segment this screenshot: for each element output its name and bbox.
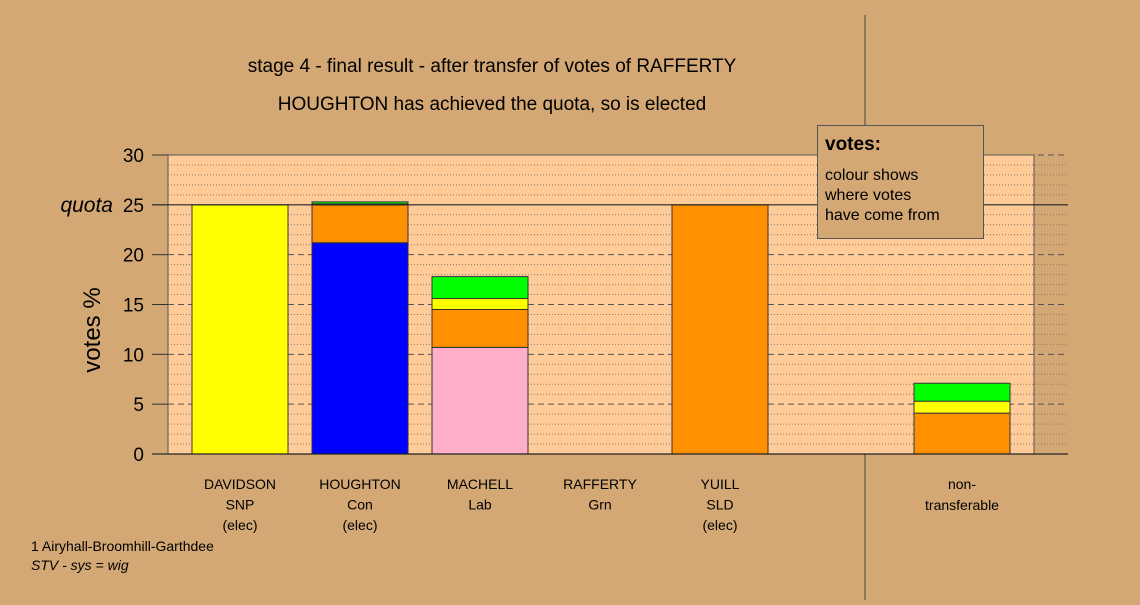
bar-segment bbox=[311, 204, 409, 244]
y-tick-label: 25 bbox=[123, 196, 144, 217]
x-tick-label: YUILL bbox=[701, 476, 740, 492]
chart-subtitle: HOUGHTON has achieved the quota, so is e… bbox=[278, 94, 706, 115]
x-tick-label: Lab bbox=[468, 497, 492, 513]
bar-segment bbox=[913, 412, 1011, 455]
y-tick-label: 5 bbox=[133, 395, 144, 416]
bar-segment bbox=[311, 242, 409, 455]
bars bbox=[152, 201, 1068, 455]
x-tick-label: DAVIDSON bbox=[204, 476, 276, 492]
footer-system: STV - sys = wig bbox=[31, 557, 129, 573]
bar-segment bbox=[311, 201, 409, 205]
bar-segment bbox=[431, 276, 529, 300]
legend-line: where votes bbox=[825, 187, 912, 204]
y-tick-label: 0 bbox=[133, 445, 144, 466]
bar-segment bbox=[913, 382, 1011, 402]
x-tick-label: transferable bbox=[925, 497, 999, 513]
bar-segment bbox=[671, 204, 769, 455]
quota-label: quota bbox=[60, 194, 113, 217]
y-tick-label: 10 bbox=[123, 345, 144, 366]
legend-line: colour shows bbox=[825, 167, 919, 184]
bar-segment bbox=[431, 346, 529, 455]
x-tick-label: HOUGHTON bbox=[319, 476, 400, 492]
legend-box: votes: colour shows where votes have com… bbox=[817, 125, 984, 239]
bar-segment bbox=[431, 308, 529, 348]
x-tick-label: Con bbox=[347, 497, 373, 513]
bar-segment bbox=[913, 400, 1011, 414]
y-axis-label: votes % bbox=[79, 287, 106, 372]
y-axis: 0 5 10 15 20 30 quota 25 bbox=[60, 146, 168, 466]
chart-title: stage 4 - final result - after transfer … bbox=[248, 56, 737, 77]
legend-line: have come from bbox=[825, 207, 940, 224]
x-tick-label: MACHELL bbox=[447, 476, 513, 492]
x-axis-labels: DAVIDSON SNP (elec) HOUGHTON Con (elec) MACHEL… bbox=[204, 476, 999, 533]
y-tick-label: 15 bbox=[123, 296, 144, 317]
x-tick-label: non- bbox=[948, 476, 976, 492]
x-tick-label: Grn bbox=[588, 497, 611, 513]
x-tick-label: (elec) bbox=[222, 517, 257, 533]
footer-ward: 1 Airyhall-Broomhill-Garthdee bbox=[31, 538, 214, 554]
x-tick-label: RAFFERTY bbox=[563, 476, 637, 492]
bar-segment bbox=[191, 204, 289, 455]
x-tick-label: (elec) bbox=[702, 517, 737, 533]
bar-segment bbox=[431, 298, 529, 310]
x-tick-label: (elec) bbox=[342, 517, 377, 533]
x-tick-label: SLD bbox=[706, 497, 733, 513]
x-tick-label: SNP bbox=[226, 497, 255, 513]
legend-title: votes: bbox=[825, 134, 881, 155]
y-tick-label: 20 bbox=[123, 246, 144, 267]
y-tick-label: 30 bbox=[123, 146, 144, 167]
